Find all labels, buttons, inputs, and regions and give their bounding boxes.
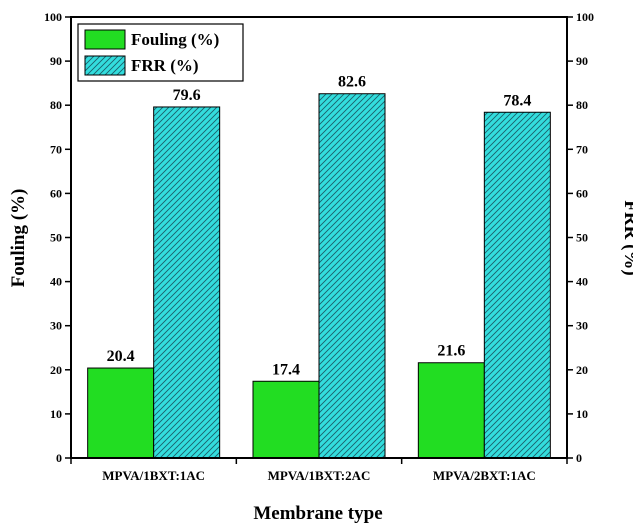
y2-tick-label-100: 100 xyxy=(576,10,594,24)
y-tick-label-30: 30 xyxy=(50,319,62,333)
y-tick-label-60: 60 xyxy=(50,186,62,200)
y2-tick-label-10: 10 xyxy=(576,407,588,421)
y2-tick-label-80: 80 xyxy=(576,98,588,112)
data-label-frr-3: 78.4 xyxy=(503,92,531,109)
y2-tick-label-20: 20 xyxy=(576,363,588,377)
y2-tick-label-90: 90 xyxy=(576,54,588,68)
y2-axis-title: FRR (%) xyxy=(620,200,633,275)
y-axis-title: Fouling (%) xyxy=(8,189,29,288)
y-tick-label-70: 70 xyxy=(50,142,62,156)
data-label-fouling-2: 17.4 xyxy=(272,361,300,378)
y-tick-label-100: 100 xyxy=(44,10,62,24)
y-tick-label-40: 40 xyxy=(50,275,62,289)
y2-tick-label-30: 30 xyxy=(576,319,588,333)
y2-tick-label-70: 70 xyxy=(576,142,588,156)
legend: Fouling (%) FRR (%) xyxy=(77,23,244,82)
y2-tick-label-40: 40 xyxy=(576,275,588,289)
x-tick-label-1: MPVA/1BXT:1AC xyxy=(102,468,205,483)
data-label-frr-1: 79.6 xyxy=(173,87,201,104)
y-tick-label-50: 50 xyxy=(50,231,62,245)
y-tick-label-0: 0 xyxy=(56,451,62,465)
legend-label-fouling: Fouling (%) xyxy=(131,30,219,49)
y2-tick-label-0: 0 xyxy=(576,451,582,465)
x-tick-label-2: MPVA/1BXT:2AC xyxy=(268,468,371,483)
legend-swatch-frr xyxy=(84,55,126,76)
bar-fouling-3 xyxy=(417,362,485,459)
bar-frr-1 xyxy=(153,106,221,459)
y2-tick-label-50: 50 xyxy=(576,231,588,245)
bar-fouling-1 xyxy=(87,367,155,459)
bar-fouling-2 xyxy=(252,380,320,459)
y2-tick-label-60: 60 xyxy=(576,186,588,200)
y-tick-label-80: 80 xyxy=(50,98,62,112)
data-label-fouling-1: 20.4 xyxy=(107,348,135,365)
y-tick-label-10: 10 xyxy=(50,407,62,421)
data-label-frr-2: 82.6 xyxy=(338,74,366,91)
y-tick-label-20: 20 xyxy=(50,363,62,377)
x-tick-label-3: MPVA/2BXT:1AC xyxy=(433,468,536,483)
legend-label-frr: FRR (%) xyxy=(131,56,199,75)
x-axis-title: Membrane type xyxy=(253,503,382,524)
bar-frr-2 xyxy=(318,93,386,459)
bar-frr-3 xyxy=(483,111,551,459)
y-tick-label-90: 90 xyxy=(50,54,62,68)
data-label-fouling-3: 21.6 xyxy=(437,343,465,360)
legend-swatch-fouling xyxy=(84,29,126,50)
